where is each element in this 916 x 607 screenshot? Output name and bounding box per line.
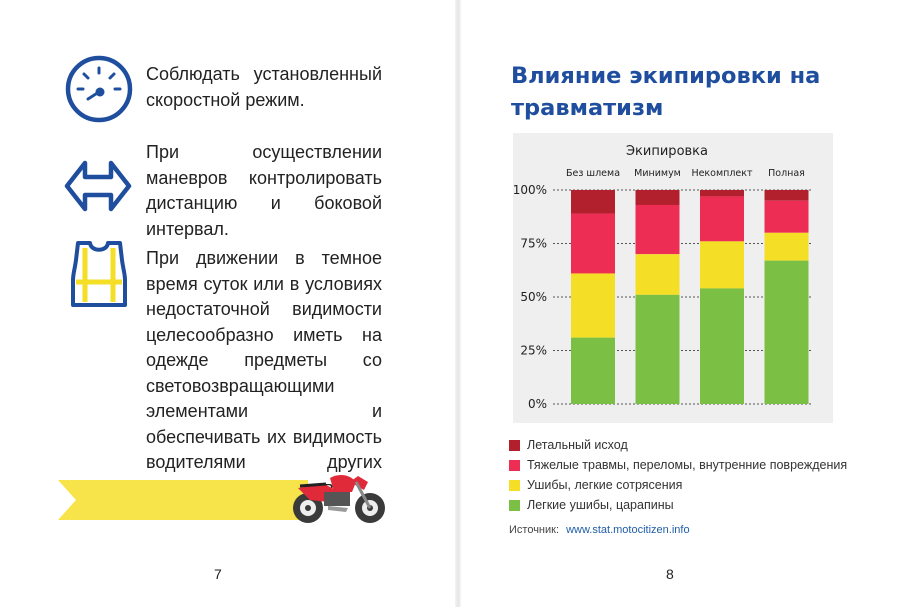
category-label: Полная	[768, 168, 805, 179]
yellow-ribbon	[58, 480, 308, 520]
book-spine	[455, 0, 461, 607]
motorcycle-icon	[293, 474, 385, 523]
bar-segment	[700, 288, 744, 404]
bar-segment	[635, 294, 680, 404]
bars-group	[571, 190, 809, 404]
legend-swatch	[509, 439, 520, 451]
legend-item: Легкие ушибы, царапины	[509, 495, 847, 515]
page-number-left: 7	[214, 566, 222, 582]
legend-item: Летальный исход	[509, 435, 847, 455]
bar-segment	[635, 190, 680, 205]
bar-segment	[571, 190, 615, 214]
bar-segment	[764, 200, 809, 233]
legend-label: Ушибы, легкие сотрясения	[527, 478, 683, 492]
legend-item: Тяжелые травмы, переломы, внутренние пов…	[509, 455, 847, 475]
category-label: Некомплект	[691, 168, 753, 179]
source-line: Источник: www.stat.motocitizen.info	[509, 524, 690, 536]
category-label: Без шлема	[566, 168, 620, 179]
group-label: Экипировка	[626, 144, 708, 159]
y-tick-label: 75%	[520, 237, 547, 251]
bar-segment	[700, 190, 744, 197]
chart-title: Влияние экипировки на травматизм	[511, 63, 821, 121]
source-label: Источник:	[509, 524, 560, 536]
legend-label: Тяжелые травмы, переломы, внутренние пов…	[527, 458, 848, 472]
tip-distance-text: При осуществлении маневров контролироват…	[146, 142, 382, 239]
bar-segment	[764, 232, 809, 261]
tip-visibility-text: При движении в темное время суток или в …	[146, 248, 382, 498]
legend-item: Ушибы, легкие сотрясения	[509, 475, 847, 495]
legend-swatch	[509, 479, 520, 491]
speedometer-icon	[65, 55, 133, 123]
chart-legend: Летальный исход Тяжелые травмы, переломы,…	[509, 435, 847, 515]
legend-swatch	[509, 499, 520, 511]
bar-segment	[700, 241, 744, 289]
bar-segment	[571, 273, 615, 338]
left-page: Соблюдать установленный скоростной режим…	[0, 0, 455, 607]
bar-segment	[764, 190, 809, 201]
page-number-right: 8	[666, 566, 674, 582]
category-label: Минимум	[634, 168, 681, 179]
bar-segment	[635, 204, 680, 255]
reflective-vest-icon	[71, 241, 127, 307]
bar-segment	[700, 196, 744, 242]
source-link[interactable]: www.stat.motocitizen.info	[566, 524, 690, 536]
y-tick-label: 100%	[513, 183, 547, 197]
y-tick-label: 0%	[528, 397, 547, 411]
double-arrow-icon	[64, 160, 132, 212]
stacked-bar-chart: Экипировка 100% 75% 50% 25% 0% Без шлема Мини…	[513, 133, 833, 423]
right-page: Влияние экипировки на травматизм Экипиро…	[461, 0, 916, 607]
tip-speed-text: Соблюдать установленный скоростной режим…	[146, 64, 382, 110]
legend-swatch	[509, 459, 520, 471]
bar-segment	[635, 254, 680, 295]
y-tick-label: 25%	[520, 344, 547, 358]
bar-segment	[764, 260, 809, 404]
legend-label: Легкие ушибы, царапины	[527, 498, 674, 512]
bar-segment	[571, 337, 615, 404]
bar-segment	[571, 213, 615, 274]
y-ticks-group: 100% 75% 50% 25% 0%	[513, 183, 547, 411]
y-tick-label: 50%	[520, 290, 547, 304]
category-labels-group: Без шлема Минимум Некомплект Полная	[566, 168, 805, 179]
legend-label: Летальный исход	[527, 438, 628, 452]
